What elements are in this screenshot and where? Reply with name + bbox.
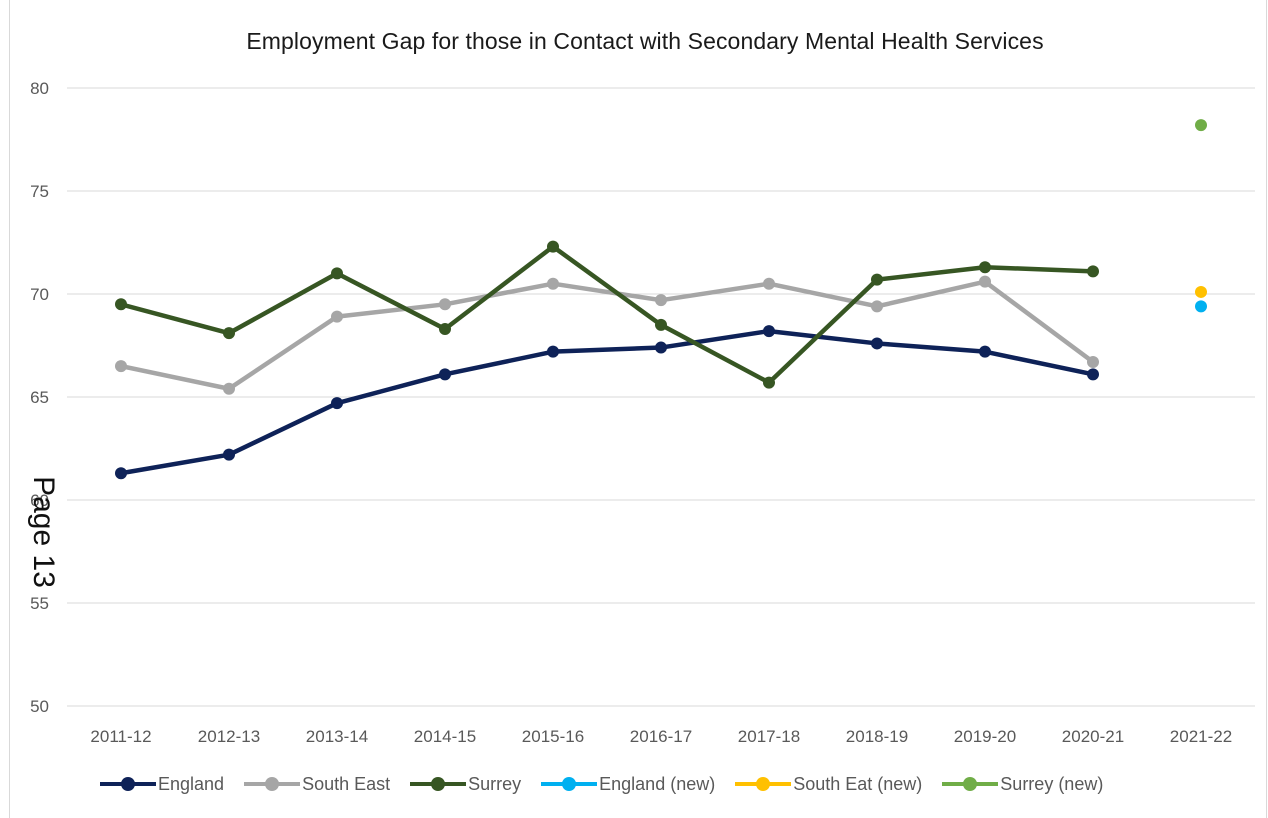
y-tick-label: 60	[30, 491, 49, 510]
legend-marker	[121, 777, 135, 791]
legend-label: South Eat (new)	[793, 773, 923, 794]
series-line	[118, 244, 1096, 385]
legend-swatch	[410, 776, 467, 792]
data-point	[763, 376, 775, 389]
y-tick-label: 70	[30, 285, 49, 304]
data-point	[979, 275, 991, 288]
data-point	[439, 298, 451, 311]
data-point	[655, 318, 667, 331]
data-point	[439, 368, 451, 381]
legend-label: Surrey (new)	[1000, 773, 1104, 794]
y-tick-label: 50	[30, 697, 49, 716]
data-point	[979, 345, 991, 358]
data-point	[763, 277, 775, 290]
x-tick-label: 2012-13	[198, 727, 260, 746]
chart-title: Employment Gap for those in Contact with…	[246, 28, 1044, 54]
data-point	[331, 267, 343, 280]
x-tick-label: 2018-19	[846, 727, 908, 746]
legend-marker	[562, 777, 577, 791]
data-point	[547, 345, 559, 358]
data-point	[331, 397, 343, 410]
legend-swatch	[100, 776, 156, 792]
data-point	[871, 337, 883, 350]
data-point	[1087, 355, 1099, 368]
x-tick-label: 2021-22	[1170, 727, 1232, 746]
legend-item: Surrey	[410, 774, 521, 795]
legend-item: England (new)	[541, 774, 715, 795]
data-point	[1195, 285, 1207, 298]
legend-label: Surrey	[468, 773, 522, 794]
y-tick-label: 65	[30, 388, 49, 407]
data-point	[439, 323, 451, 336]
x-tick-label: 2020-21	[1062, 727, 1124, 746]
series-line	[118, 279, 1096, 392]
legend-marker	[265, 777, 280, 791]
legend-swatch	[541, 776, 598, 792]
data-point	[763, 325, 775, 338]
y-tick-label: 80	[30, 79, 49, 98]
data-point	[331, 310, 343, 323]
data-point	[1195, 300, 1207, 313]
data-point	[979, 261, 991, 274]
x-tick-label: 2015-16	[522, 727, 584, 746]
data-point	[547, 240, 559, 253]
data-point	[223, 448, 235, 461]
data-point	[115, 360, 127, 373]
data-point	[871, 273, 883, 286]
data-point	[871, 300, 883, 313]
data-point	[223, 327, 235, 340]
legend-swatch	[942, 776, 999, 792]
series-line	[118, 328, 1096, 476]
legend-item: South Eat (new)	[735, 774, 922, 795]
data-point	[655, 294, 667, 307]
data-point	[1087, 265, 1099, 278]
legend-marker	[431, 777, 446, 791]
x-tick-label: 2014-15	[414, 727, 476, 746]
legend: England South East Surrey England (new) Sout…	[100, 770, 1123, 798]
legend-swatch	[244, 776, 301, 792]
x-tick-label: 2011-12	[90, 727, 151, 746]
legend-marker	[963, 777, 978, 791]
data-point	[1087, 368, 1099, 381]
data-point	[655, 341, 667, 354]
y-tick-label: 55	[30, 594, 49, 613]
data-point	[223, 382, 235, 395]
x-tick-label: 2017-18	[738, 727, 800, 746]
x-tick-label: 2019-20	[954, 727, 1016, 746]
legend-marker	[756, 777, 771, 791]
legend-item: South East	[244, 774, 390, 795]
x-tick-label: 2016-17	[630, 727, 692, 746]
x-tick-label: 2013-14	[306, 727, 368, 746]
legend-label: South East	[302, 773, 391, 794]
data-point	[115, 467, 127, 480]
legend-label: England	[158, 773, 225, 794]
y-tick-label: 75	[30, 182, 49, 201]
data-point	[547, 277, 559, 290]
data-point	[115, 298, 127, 311]
page-number-stamp: Page 13	[27, 476, 60, 588]
legend-label: England (new)	[599, 773, 716, 794]
legend-item: Surrey (new)	[942, 774, 1103, 795]
legend-item: England	[100, 774, 224, 795]
legend-swatch	[735, 776, 792, 792]
data-point	[1195, 119, 1207, 132]
